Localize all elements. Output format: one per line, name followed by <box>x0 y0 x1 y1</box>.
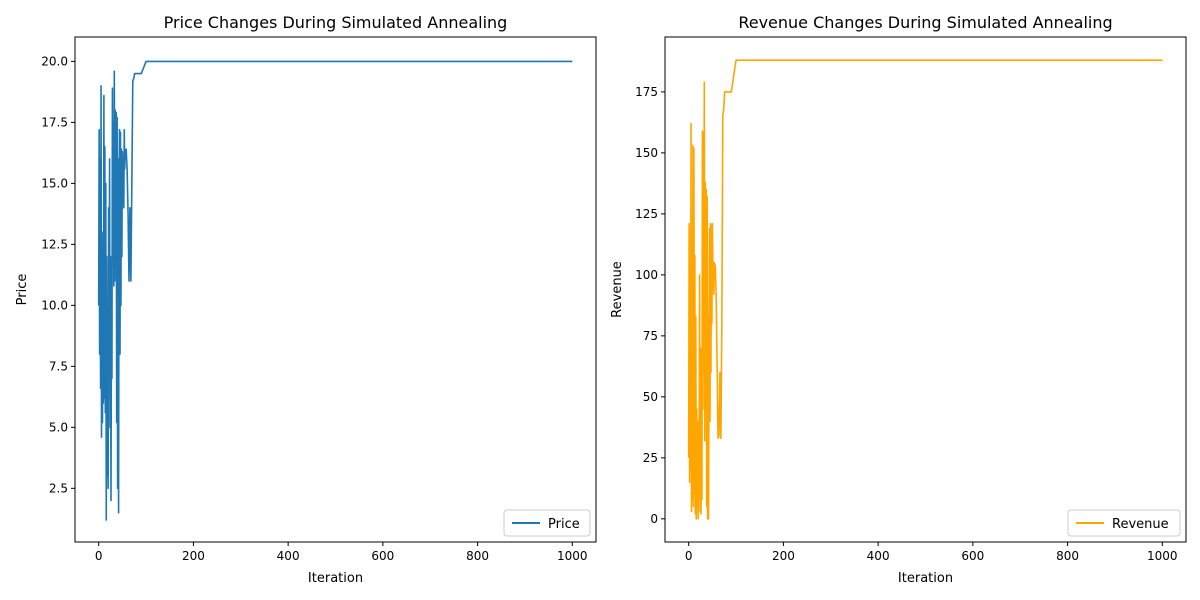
price-y-tick-label: 17.5 <box>41 115 68 129</box>
price-y-tick-label: 12.5 <box>41 237 68 251</box>
revenue-legend: Revenue <box>1067 509 1181 537</box>
price-y-tick-label: 10.0 <box>41 298 68 312</box>
price-chart: 0 200 400 600 800 1000 2.5 5.0 7.5 10.0 12.5 15.0 17… <box>15 13 597 586</box>
price-y-tick-label: 20.0 <box>41 54 68 68</box>
revenue-y-tick-label: 100 <box>635 268 658 282</box>
revenue-y-tick-label: 50 <box>643 390 658 404</box>
price-x-tick-label: 0 <box>95 549 103 563</box>
price-x-tick-label: 200 <box>182 549 205 563</box>
price-x-tick-label: 600 <box>371 549 394 563</box>
price-series-line <box>97 60 573 521</box>
revenue-y-axis-label: Revenue <box>610 261 625 318</box>
price-x-axis-label: Iteration <box>308 571 363 586</box>
revenue-y-tick-label: 125 <box>635 207 658 221</box>
revenue-legend-label: Revenue <box>1112 517 1169 532</box>
price-axes-frame <box>74 36 597 543</box>
price-y-tick-label: 2.5 <box>49 481 68 495</box>
price-y-tick-label: 7.5 <box>49 359 68 373</box>
price-y-tick-label: 5.0 <box>49 420 68 434</box>
revenue-series-line <box>687 59 1163 520</box>
revenue-chart-title: Revenue Changes During Simulated Anneali… <box>738 13 1112 32</box>
revenue-x-tick-label: 1000 <box>1147 549 1178 563</box>
price-chart-title: Price Changes During Simulated Annealing <box>164 13 508 32</box>
revenue-x-tick-label: 600 <box>961 549 984 563</box>
revenue-y-tick-label: 75 <box>643 329 658 343</box>
revenue-y-tick-label: 0 <box>650 512 658 526</box>
revenue-x-axis-label: Iteration <box>898 571 953 586</box>
price-legend: Price <box>503 509 591 537</box>
price-x-tick-label: 400 <box>277 549 300 563</box>
revenue-x-tick-label: 400 <box>867 549 890 563</box>
revenue-y-tick-label: 175 <box>635 85 658 99</box>
price-y-tick-label: 15.0 <box>41 176 68 190</box>
revenue-legend-box <box>1067 509 1181 537</box>
price-legend-box <box>503 509 591 537</box>
price-x-tick-label: 800 <box>466 549 489 563</box>
revenue-y-tick-label: 25 <box>643 451 658 465</box>
revenue-y-tick-label: 150 <box>635 146 658 160</box>
price-legend-label: Price <box>548 517 580 532</box>
price-y-axis-label: Price <box>15 274 30 306</box>
price-x-tick-label: 1000 <box>557 549 588 563</box>
revenue-x-tick-label: 0 <box>685 549 693 563</box>
revenue-axes-frame <box>664 36 1187 543</box>
revenue-x-tick-label: 800 <box>1056 549 1079 563</box>
revenue-x-tick-label: 200 <box>772 549 795 563</box>
revenue-chart: 0 200 400 600 800 1000 0 25 50 75 100 125 150 175 Reve… <box>610 13 1187 586</box>
